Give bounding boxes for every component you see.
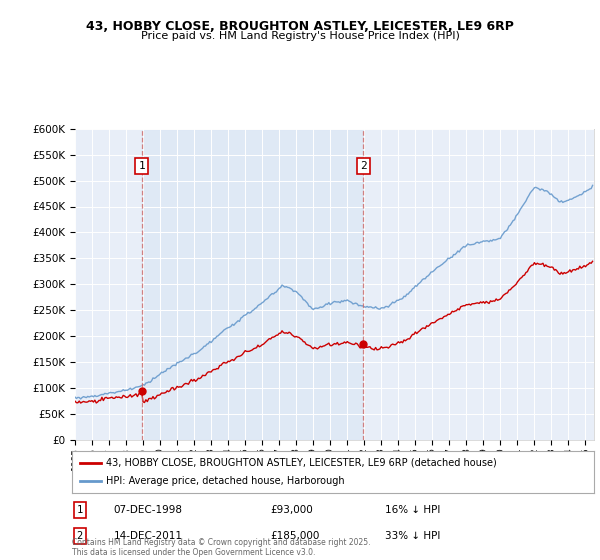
- Text: 07-DEC-1998: 07-DEC-1998: [114, 505, 183, 515]
- Text: HPI: Average price, detached house, Harborough: HPI: Average price, detached house, Harb…: [106, 476, 344, 486]
- Text: 43, HOBBY CLOSE, BROUGHTON ASTLEY, LEICESTER, LE9 6RP (detached house): 43, HOBBY CLOSE, BROUGHTON ASTLEY, LEICE…: [106, 458, 497, 468]
- Text: 1: 1: [139, 161, 145, 171]
- Text: £185,000: £185,000: [271, 531, 320, 541]
- Text: 2: 2: [77, 531, 83, 541]
- Text: 16% ↓ HPI: 16% ↓ HPI: [385, 505, 440, 515]
- Text: 33% ↓ HPI: 33% ↓ HPI: [385, 531, 440, 541]
- Text: 1: 1: [77, 505, 83, 515]
- Text: £93,000: £93,000: [271, 505, 313, 515]
- Text: Price paid vs. HM Land Registry's House Price Index (HPI): Price paid vs. HM Land Registry's House …: [140, 31, 460, 41]
- Text: 2: 2: [360, 161, 367, 171]
- Text: 14-DEC-2011: 14-DEC-2011: [114, 531, 183, 541]
- Bar: [142, 129, 364, 440]
- Text: 43, HOBBY CLOSE, BROUGHTON ASTLEY, LEICESTER, LE9 6RP: 43, HOBBY CLOSE, BROUGHTON ASTLEY, LEICE…: [86, 20, 514, 32]
- Text: Contains HM Land Registry data © Crown copyright and database right 2025.
This d: Contains HM Land Registry data © Crown c…: [72, 538, 371, 557]
